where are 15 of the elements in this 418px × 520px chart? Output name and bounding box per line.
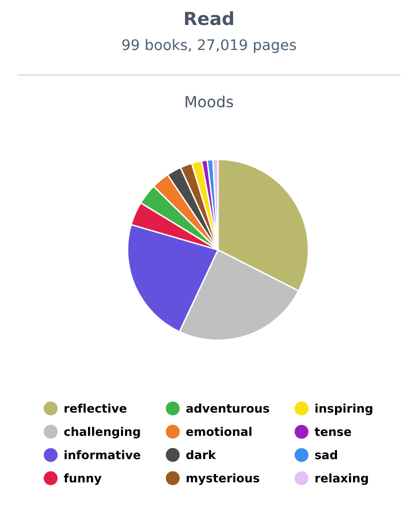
legend-label: challenging — [64, 426, 140, 438]
legend-label: mysterious — [186, 473, 260, 485]
text: Moods — [186, 96, 234, 108]
chart-subtitle: 99 books, 27,019 pages — [122, 38, 296, 54]
legend-label: inspiring — [316, 404, 372, 416]
legend-label: sad — [315, 450, 337, 460]
legend-label: dark — [186, 450, 216, 460]
legend-label: adventurous — [186, 404, 270, 413]
chart-title: Read — [185, 11, 234, 26]
legend-label: relaxing — [316, 473, 368, 485]
legend-label: funny — [64, 473, 102, 485]
legend-label: reflective — [64, 404, 126, 413]
legend-label: emotional — [186, 426, 252, 436]
legend-label: tense — [314, 428, 352, 436]
legend-label: informative — [64, 450, 140, 460]
